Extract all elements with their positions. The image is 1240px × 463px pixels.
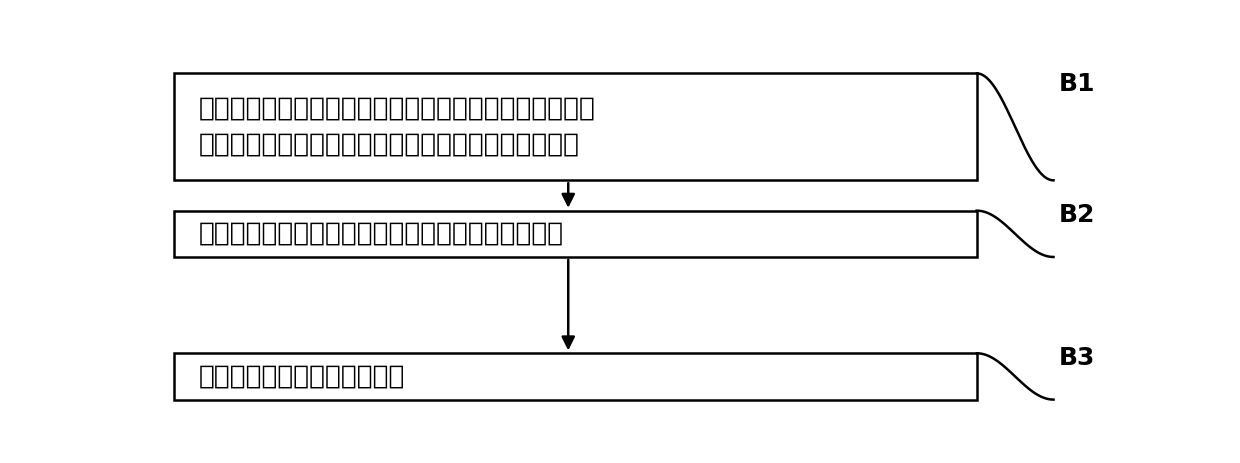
Text: 将铋陶瓷颜料进行筛离，将铋陶瓷颜料通过筛离机进行筛
选，合格所得的铋陶瓷颜料进行打包，未合格进行研磨: 将铋陶瓷颜料进行筛离，将铋陶瓷颜料通过筛离机进行筛 选，合格所得的铋陶瓷颜料进行…: [198, 96, 595, 158]
Text: B3: B3: [1058, 346, 1095, 370]
Text: 打包后进行放置，并进行抽检: 打包后进行放置，并进行抽检: [198, 363, 404, 389]
Text: B2: B2: [1058, 203, 1095, 227]
Bar: [174, 353, 977, 400]
Bar: [174, 211, 977, 257]
Bar: [174, 73, 977, 180]
Text: 合格后的铋陶瓷颜料进行检测，检测完成后进行打包: 合格后的铋陶瓷颜料进行检测，检测完成后进行打包: [198, 221, 563, 247]
Text: B1: B1: [1058, 72, 1095, 96]
